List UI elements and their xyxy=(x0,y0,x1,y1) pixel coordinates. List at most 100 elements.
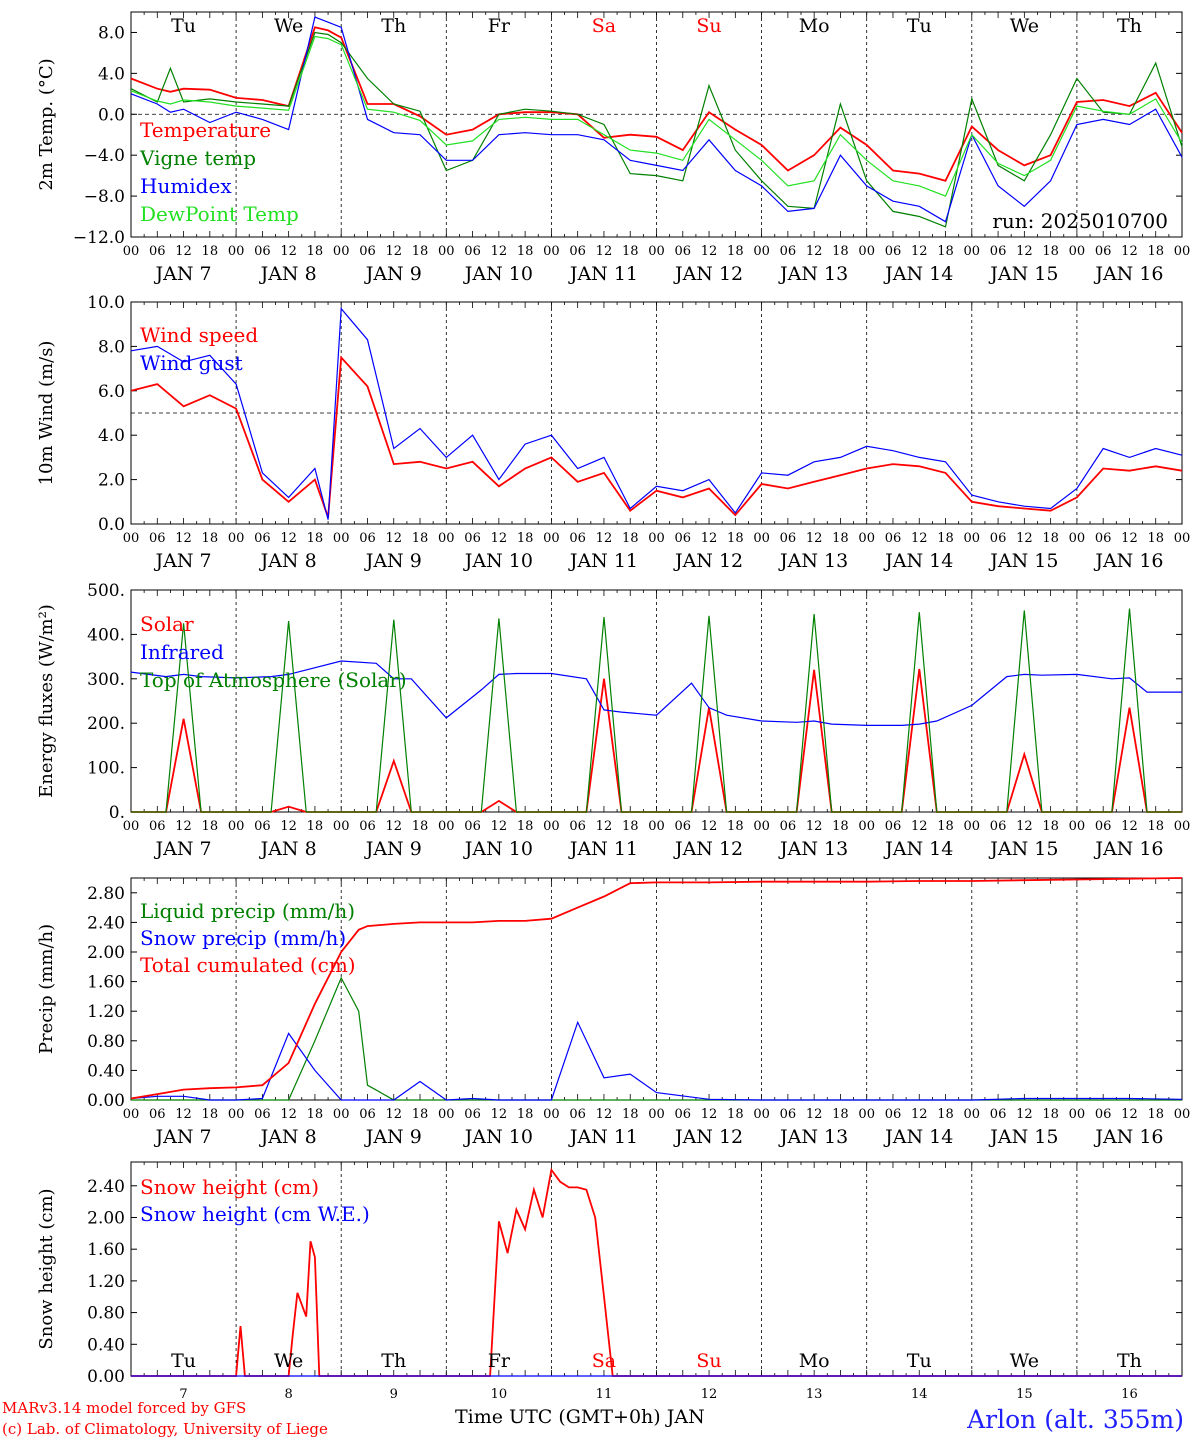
hour-tick-label: 06 xyxy=(254,819,271,834)
legend-entry: Total cumulated (cm) xyxy=(140,953,356,977)
date-label: JAN 16 xyxy=(1093,263,1163,285)
hour-tick-label: 00 xyxy=(543,819,560,834)
hour-tick-label: 18 xyxy=(307,531,324,546)
day-of-week-label: Su xyxy=(696,1350,721,1372)
hour-tick-label: 06 xyxy=(885,244,902,259)
hour-tick-label: 06 xyxy=(1095,531,1112,546)
y-tick-label: 2.00 xyxy=(87,1208,125,1228)
hour-tick-label: 18 xyxy=(307,819,324,834)
hour-tick-label: 18 xyxy=(1042,1107,1059,1122)
y-tick-label: 0.80 xyxy=(87,1032,125,1052)
hour-tick-label: 00 xyxy=(858,244,875,259)
hour-tick-label: 12 xyxy=(280,244,297,259)
date-label: JAN 11 xyxy=(568,550,638,572)
series-line-total-cumulated-cm xyxy=(130,877,1183,1100)
hour-tick-label: 12 xyxy=(596,531,613,546)
hour-tick-label: 18 xyxy=(412,819,429,834)
date-label: JAN 12 xyxy=(673,838,743,860)
hour-tick-label: 12 xyxy=(175,819,192,834)
hour-tick-label: 00 xyxy=(1069,819,1086,834)
day-of-week-label: We xyxy=(274,1350,303,1372)
hour-tick-label: 12 xyxy=(385,819,402,834)
hour-tick-label: 18 xyxy=(832,819,849,834)
date-label: JAN 11 xyxy=(568,1126,638,1148)
hour-tick-label: 12 xyxy=(491,819,508,834)
hour-tick-label: 12 xyxy=(806,244,823,259)
day-number-label: 10 xyxy=(491,1387,508,1402)
hour-tick-label: 18 xyxy=(622,819,639,834)
y-tick-label: 400. xyxy=(87,625,125,645)
date-label: JAN 12 xyxy=(673,263,743,285)
legend-entry: DewPoint Temp xyxy=(140,202,299,226)
hour-tick-label: 06 xyxy=(149,819,166,834)
y-tick-label: 0.00 xyxy=(87,1091,125,1111)
hour-tick-label: 18 xyxy=(1042,531,1059,546)
hour-tick-label: 06 xyxy=(885,531,902,546)
y-tick-label: 0.0 xyxy=(98,105,125,125)
legend-entry: Liquid precip (mm/h) xyxy=(140,899,355,923)
hour-tick-label: 00 xyxy=(964,531,981,546)
legend-entry: Snow height (cm) xyxy=(140,1175,319,1199)
hour-tick-label: 12 xyxy=(1016,531,1033,546)
date-label: JAN 15 xyxy=(988,838,1058,860)
hour-tick-label: 06 xyxy=(359,1107,376,1122)
day-of-week-label: Tu xyxy=(907,15,932,37)
hour-tick-label: 12 xyxy=(280,1107,297,1122)
y-tick-label: 8.0 xyxy=(98,337,125,357)
hour-tick-label: 12 xyxy=(596,244,613,259)
footer-credit: (c) Lab. of Climatology, University of L… xyxy=(2,1420,328,1438)
hour-tick-label: 06 xyxy=(254,244,271,259)
y-tick-label: 1.20 xyxy=(87,1272,125,1292)
series-line-snow-height-cm xyxy=(131,1167,1182,1377)
hour-tick-label: 12 xyxy=(596,819,613,834)
legend-entry: Solar xyxy=(140,612,194,636)
hour-tick-label: 18 xyxy=(1147,531,1164,546)
hour-tick-label: 06 xyxy=(990,531,1007,546)
series-line-vigne-temp xyxy=(130,31,1183,228)
hour-tick-label: 18 xyxy=(832,531,849,546)
legend-entry: Vigne temp xyxy=(139,146,256,170)
hour-tick-label: 12 xyxy=(911,244,928,259)
y-tick-label: 1.60 xyxy=(87,1240,125,1260)
date-label: JAN 12 xyxy=(673,1126,743,1148)
date-label: JAN 7 xyxy=(154,838,212,860)
hour-tick-label: 00 xyxy=(333,819,350,834)
hour-tick-label: 00 xyxy=(228,531,245,546)
hour-tick-label: 06 xyxy=(675,531,692,546)
hour-tick-label: 12 xyxy=(1016,244,1033,259)
hour-tick-label: 12 xyxy=(806,819,823,834)
panel-4: 2.80 2.40 2.00 1.60 1.20 0.80 0.40 0.00 Precip (… xyxy=(36,877,1190,1148)
date-label: JAN 7 xyxy=(154,1126,212,1148)
footer-model: MARv3.14 model forced by GFS xyxy=(2,1399,246,1417)
day-number-label: 12 xyxy=(701,1387,718,1402)
y-tick-label: 4.0 xyxy=(98,426,125,446)
hour-tick-label: 12 xyxy=(1121,819,1138,834)
day-number-label: 8 xyxy=(285,1387,293,1402)
hour-tick-label: 00 xyxy=(964,819,981,834)
day-number-label: 15 xyxy=(1016,1387,1033,1402)
hour-tick-label: 12 xyxy=(175,244,192,259)
hour-tick-label: 18 xyxy=(307,1107,324,1122)
hour-tick-label: 00 xyxy=(228,1107,245,1122)
hour-tick-label: 00 xyxy=(1174,531,1191,546)
station-label: Arlon (alt. 355m) xyxy=(966,1405,1184,1434)
hour-tick-label: 12 xyxy=(385,531,402,546)
y-tick-label: 0. xyxy=(109,803,125,823)
hour-tick-label: 00 xyxy=(123,1107,140,1122)
day-number-label: 13 xyxy=(806,1387,823,1402)
hour-tick-label: 06 xyxy=(149,1107,166,1122)
date-label: JAN 11 xyxy=(568,263,638,285)
hour-tick-label: 06 xyxy=(1095,819,1112,834)
date-label: JAN 7 xyxy=(154,263,212,285)
y-tick-label: 4.0 xyxy=(98,64,125,84)
series-line-humidex xyxy=(130,16,1183,223)
y-tick-label: 500. xyxy=(87,581,125,601)
y-tick-label: 0.40 xyxy=(87,1061,125,1081)
hour-tick-label: 00 xyxy=(543,531,560,546)
y-tick-label: 0.00 xyxy=(87,1367,125,1387)
date-label: JAN 12 xyxy=(673,550,743,572)
hour-tick-label: 18 xyxy=(622,244,639,259)
hour-tick-label: 18 xyxy=(622,1107,639,1122)
hour-tick-label: 00 xyxy=(228,244,245,259)
